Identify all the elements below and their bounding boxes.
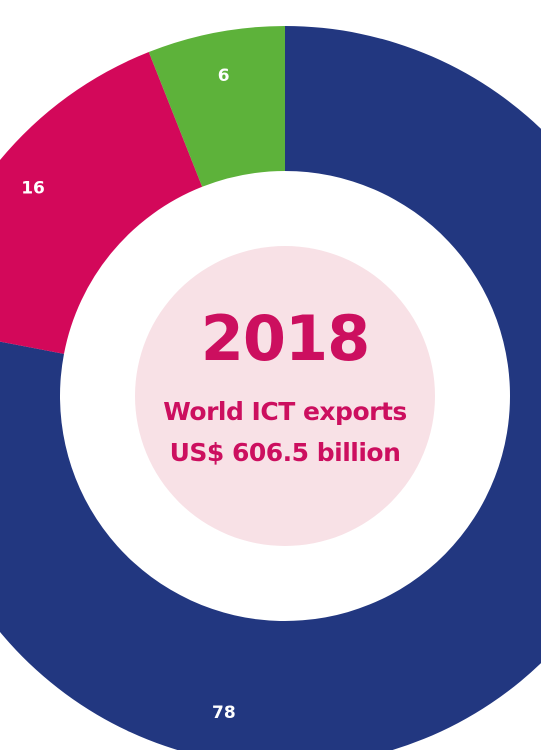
donut-slice-78 [0, 26, 541, 750]
donut-slice-16 [0, 51, 203, 354]
donut-slices [0, 26, 541, 750]
slice-labels: 78 16 6 [21, 66, 235, 723]
center-total: US$ 606.5 billion [170, 438, 401, 467]
slice-label-78: 78 [212, 703, 236, 723]
center-title: World ICT exports [163, 397, 407, 426]
slice-label-16: 16 [21, 179, 45, 199]
center-year: 2018 [201, 302, 370, 375]
donut-slice-6 [148, 26, 285, 187]
slice-label-6: 6 [218, 66, 230, 86]
center-disc [135, 246, 435, 546]
